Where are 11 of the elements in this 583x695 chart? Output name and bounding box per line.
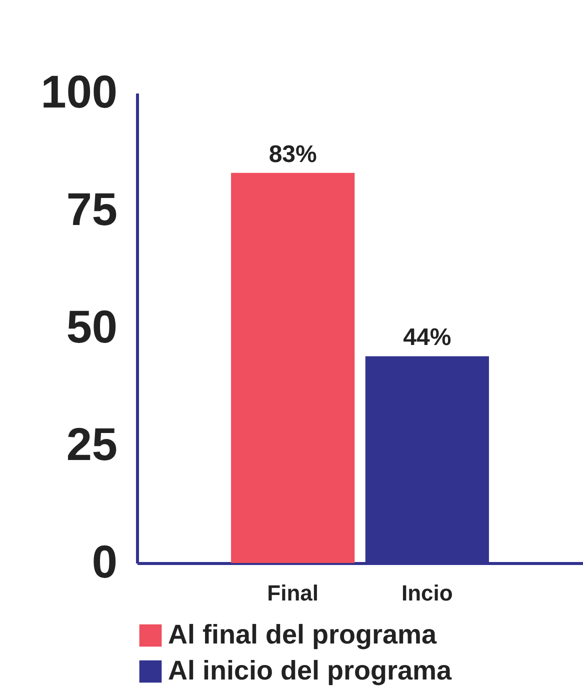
x-tick-label: Incio: [401, 580, 453, 606]
legend-label: Al final del programa: [168, 620, 438, 650]
y-tick-label: 50: [66, 300, 118, 352]
legend-label: Al inicio del programa: [168, 656, 453, 686]
y-tick-label: 25: [66, 418, 118, 470]
data-label: 83%: [268, 140, 317, 168]
y-tick-label: 0: [92, 536, 118, 588]
data-label: 44%: [403, 324, 452, 352]
y-tick-label: 100: [40, 66, 118, 118]
y-tick-label: 75: [66, 183, 118, 235]
x-tick-label: Final: [267, 580, 319, 606]
